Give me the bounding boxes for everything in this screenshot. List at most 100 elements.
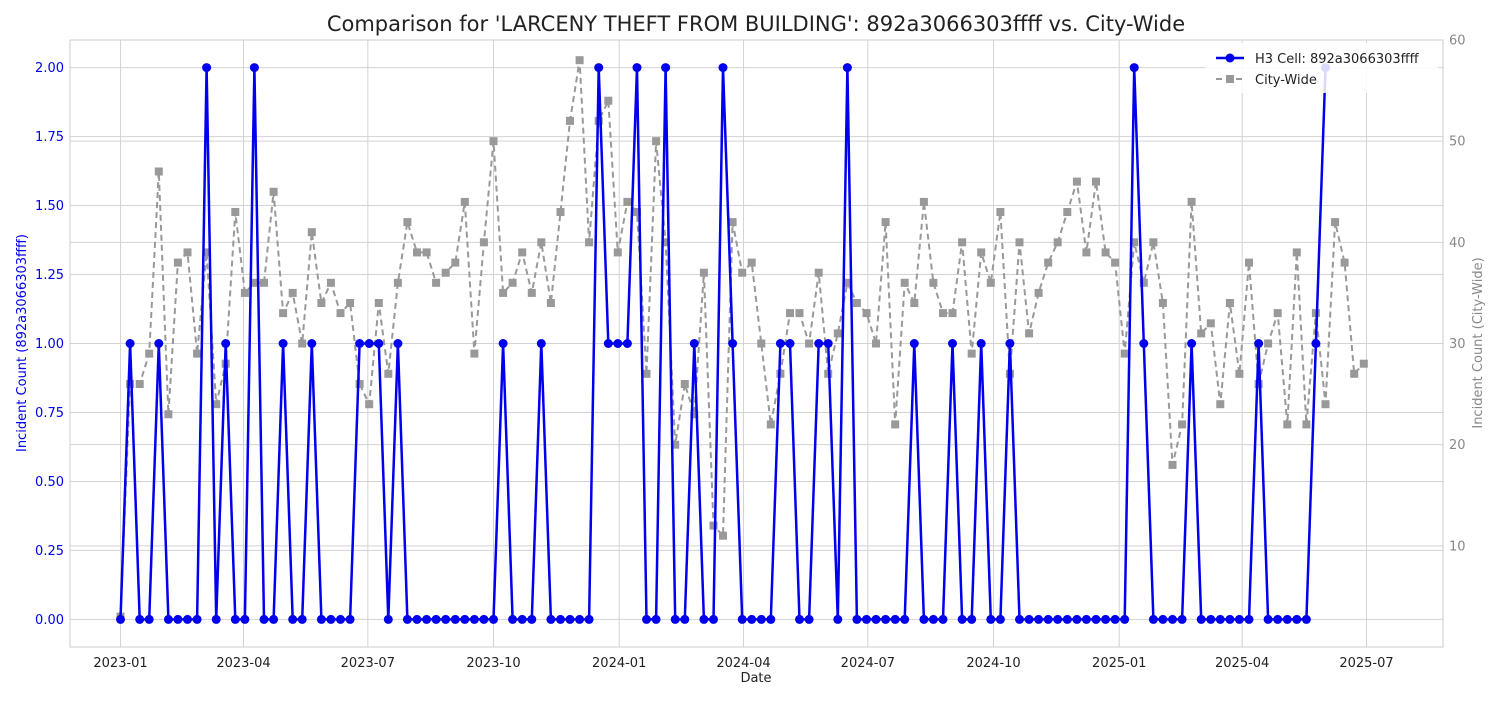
h3-point — [1139, 339, 1149, 348]
h3-point — [1254, 339, 1264, 348]
h3-point — [1215, 614, 1225, 624]
citywide-point — [680, 380, 689, 388]
citywide-point — [346, 299, 355, 307]
h3-point — [909, 339, 919, 348]
citywide-point — [384, 369, 393, 378]
citywide-point — [900, 278, 909, 287]
citywide-point — [1072, 177, 1081, 186]
h3-point — [1196, 614, 1206, 624]
y-tick-label-right: 60 — [1449, 34, 1466, 49]
h3-point — [775, 339, 785, 348]
citywide-point — [1168, 460, 1177, 469]
h3-point — [383, 614, 393, 624]
h3-point — [967, 614, 977, 624]
citywide-point — [240, 288, 249, 297]
citywide-point — [661, 238, 670, 247]
h3-point — [469, 614, 479, 624]
citywide-point — [164, 410, 173, 419]
h3-point — [546, 614, 556, 624]
x-tick-label: 2023-04 — [216, 656, 270, 671]
h3-point — [517, 614, 527, 624]
h3-point — [402, 614, 412, 624]
citywide-point — [250, 278, 259, 287]
citywide-point — [699, 268, 708, 277]
h3-point — [1110, 614, 1120, 624]
h3-point — [192, 614, 202, 624]
citywide-point — [872, 339, 880, 348]
citywide-point — [546, 299, 555, 307]
h3-point — [957, 614, 967, 624]
h3-point — [345, 614, 355, 624]
citywide-point — [566, 116, 574, 125]
h3-point — [1244, 614, 1254, 624]
h3-point — [498, 339, 508, 348]
citywide-point — [1359, 359, 1368, 368]
h3-point — [814, 339, 824, 348]
h3-point — [183, 614, 192, 624]
y-tick-label-left: 0.25 — [35, 544, 64, 559]
y-tick-label-left: 0.00 — [35, 613, 64, 628]
citywide-point — [374, 299, 383, 307]
h3-point — [1043, 614, 1053, 624]
citywide-point — [843, 278, 852, 287]
h3-point — [948, 339, 957, 348]
h3-point — [632, 63, 642, 73]
citywide-point — [1158, 299, 1167, 307]
citywide-point — [1216, 400, 1225, 409]
y-tick-label-left: 1.75 — [35, 130, 64, 145]
h3-point — [288, 614, 298, 624]
h3-point — [135, 614, 145, 624]
citywide-point — [1350, 369, 1359, 378]
citywide-point — [499, 288, 508, 297]
citywide-point — [518, 248, 527, 257]
citywide-point — [413, 248, 421, 257]
citywide-point — [326, 278, 335, 287]
citywide-point — [891, 420, 900, 429]
legend-label-h3: H3 Cell: 892a3066303ffff — [1255, 52, 1420, 67]
citywide-point — [1206, 319, 1215, 328]
h3-point — [900, 614, 910, 624]
citywide-point — [852, 299, 861, 307]
h3-point — [1081, 614, 1091, 624]
citywide-point — [135, 380, 144, 388]
h3-point — [1311, 339, 1321, 348]
h3-point — [718, 63, 728, 73]
x-axis-label: Date — [740, 671, 771, 686]
h3-point — [709, 614, 718, 624]
citywide-point — [1235, 369, 1244, 378]
citywide-point — [613, 248, 622, 257]
y-tick-label-right: 10 — [1449, 539, 1466, 554]
h3-point — [441, 614, 451, 624]
y-axis-label-left: Incident Count (892a3066303ffff) — [15, 234, 30, 452]
h3-point — [890, 614, 900, 624]
h3-point — [680, 614, 690, 624]
citywide-point — [690, 410, 699, 419]
h3-point — [316, 614, 326, 624]
citywide-point — [1063, 208, 1072, 216]
citywide-point — [269, 187, 278, 196]
citywide-point — [939, 309, 947, 318]
citywide-point — [1082, 248, 1091, 257]
citywide-point — [527, 288, 536, 297]
citywide-point — [1101, 248, 1110, 257]
h3-point — [1120, 614, 1130, 624]
citywide-point — [728, 218, 737, 227]
h3-point — [986, 614, 996, 624]
h3-point — [489, 614, 498, 624]
h3-point — [594, 63, 604, 73]
citywide-point — [441, 268, 450, 277]
h3-point — [1062, 614, 1072, 624]
citywide-point — [479, 238, 488, 247]
citywide-point — [154, 167, 163, 176]
y-tick-label-left: 2.00 — [35, 61, 64, 76]
citywide-point — [260, 278, 268, 287]
h3-point — [852, 614, 862, 624]
citywide-point — [279, 309, 288, 318]
h3-point — [1072, 614, 1082, 624]
citywide-point — [604, 96, 613, 105]
h3-point — [125, 339, 135, 348]
h3-point — [584, 614, 594, 624]
citywide-point — [1025, 329, 1034, 338]
